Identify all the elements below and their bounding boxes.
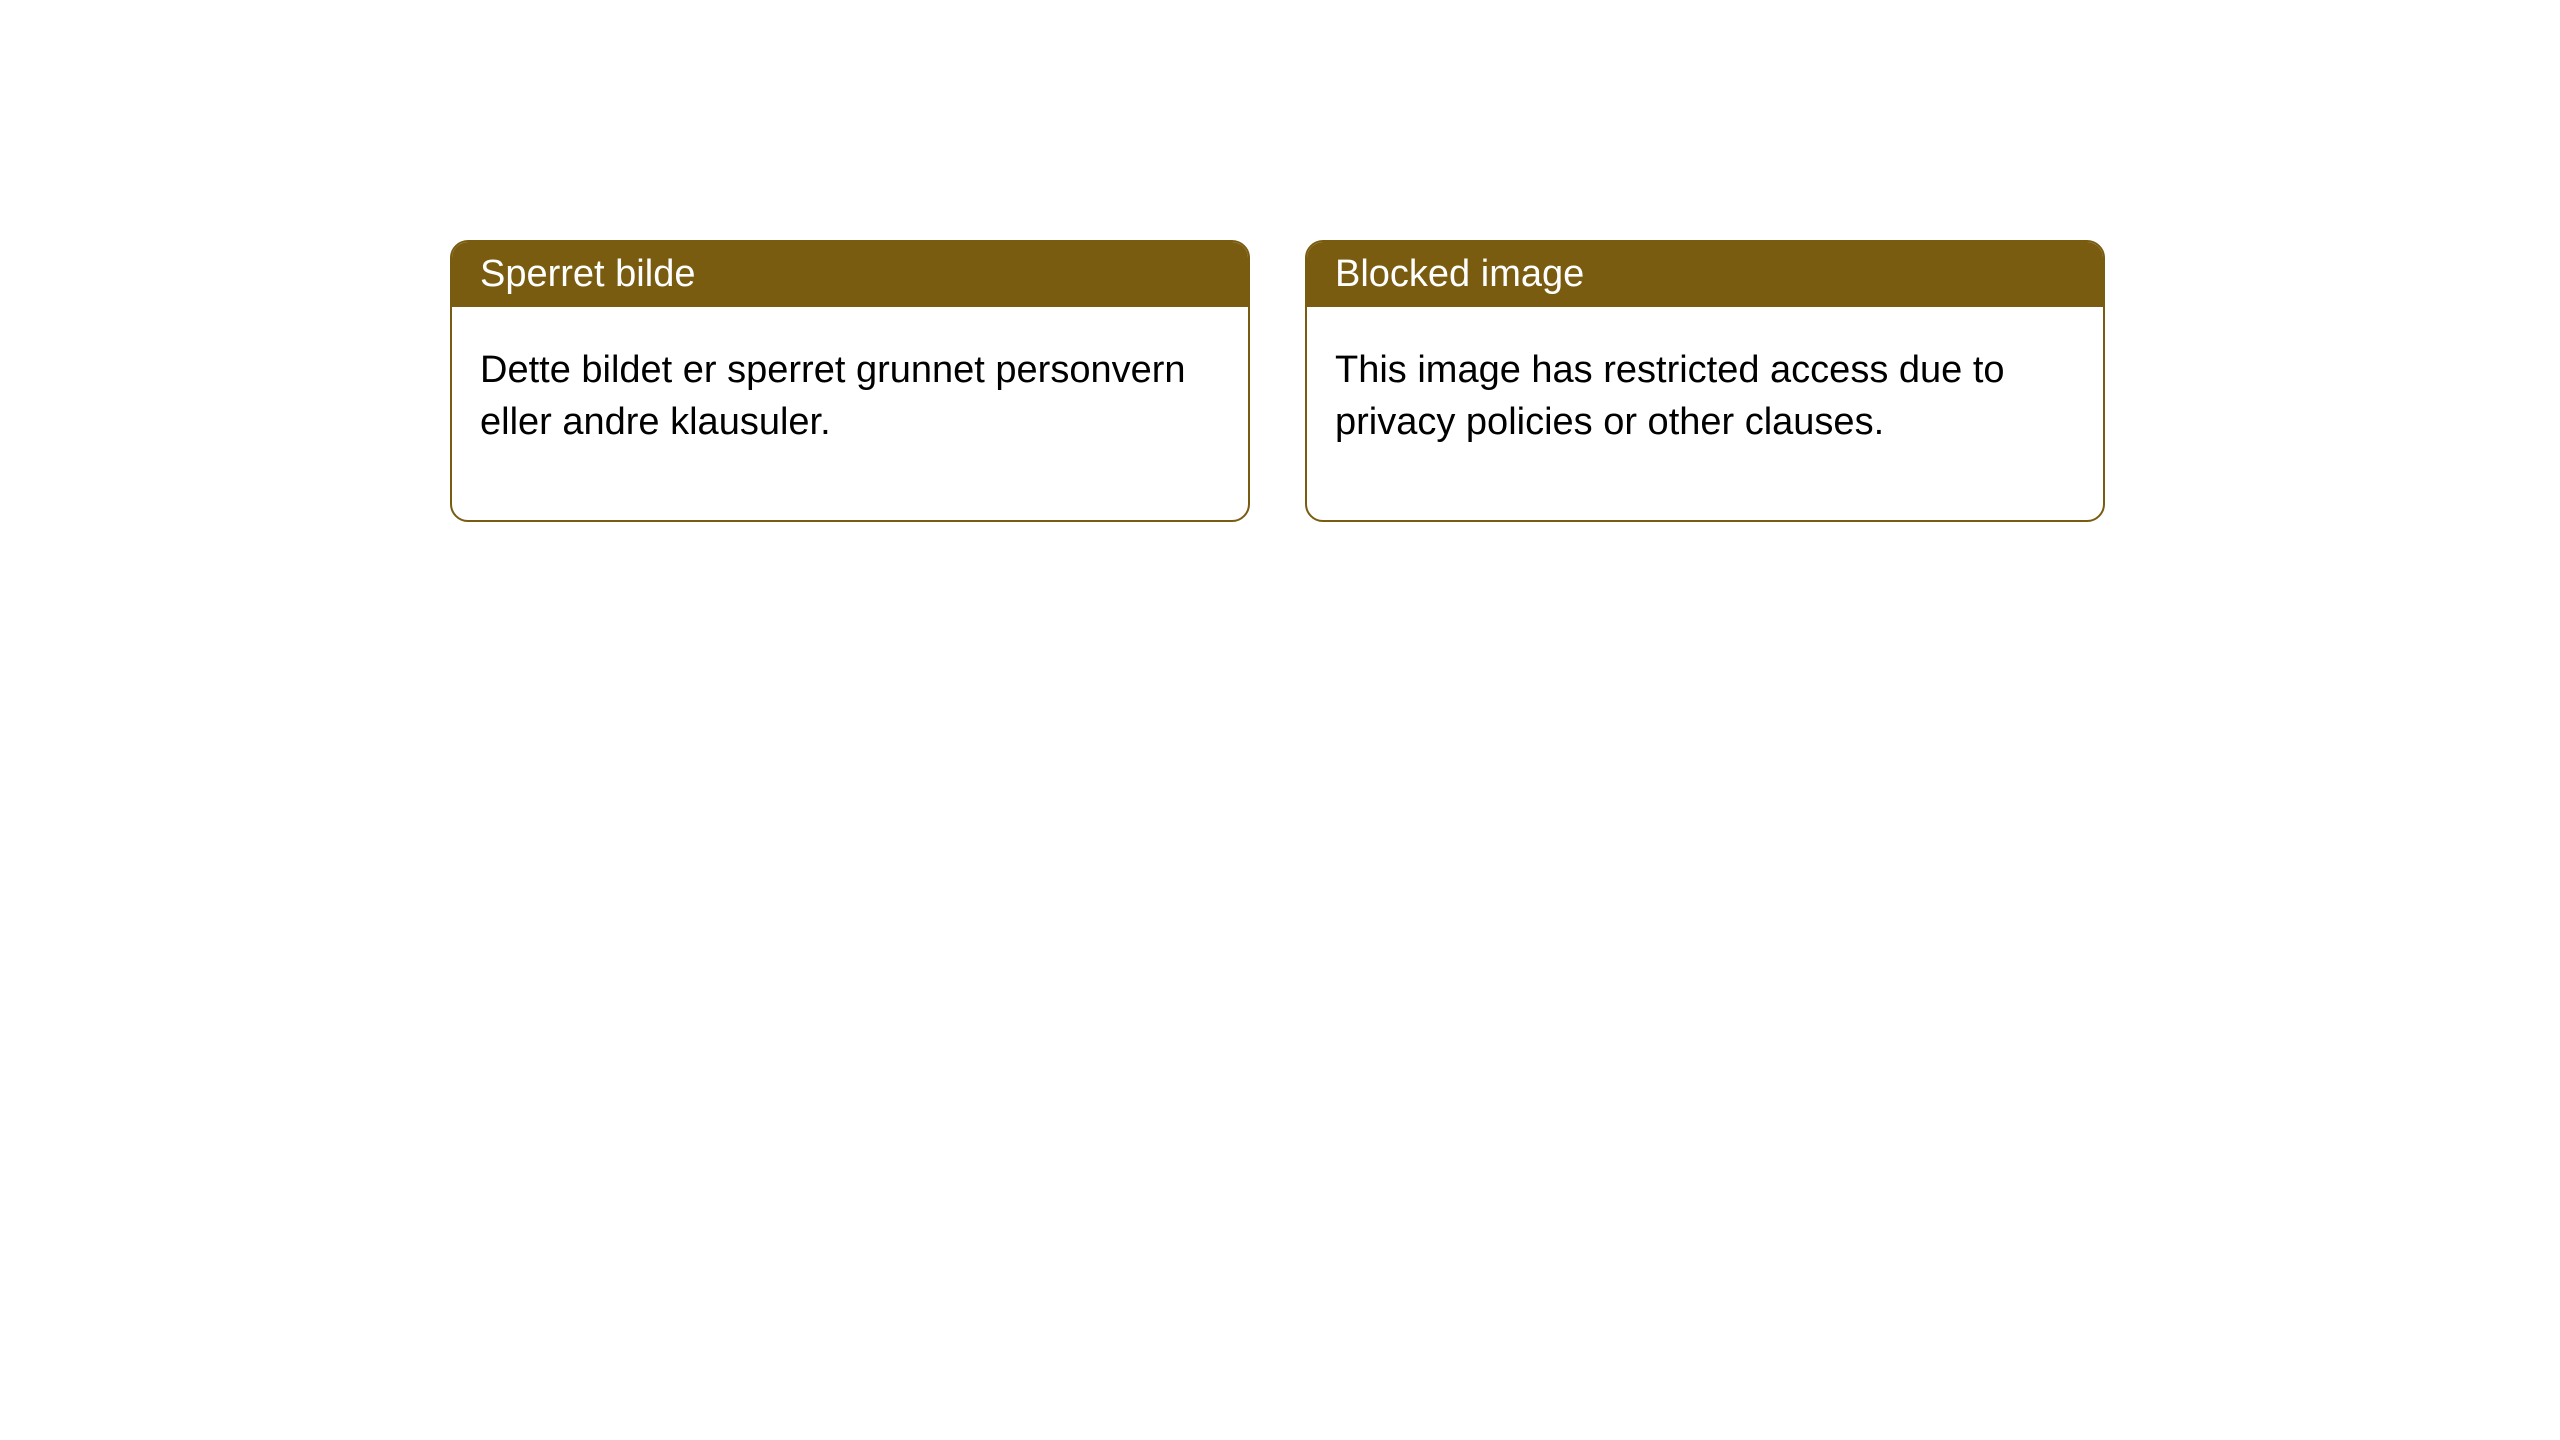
card-body-english: This image has restricted access due to … (1307, 307, 2103, 520)
card-title-norwegian: Sperret bilde (452, 242, 1248, 307)
card-body-norwegian: Dette bildet er sperret grunnet personve… (452, 307, 1248, 520)
notice-card-norwegian: Sperret bilde Dette bildet er sperret gr… (450, 240, 1250, 522)
notice-cards-container: Sperret bilde Dette bildet er sperret gr… (450, 240, 2560, 522)
card-title-english: Blocked image (1307, 242, 2103, 307)
notice-card-english: Blocked image This image has restricted … (1305, 240, 2105, 522)
